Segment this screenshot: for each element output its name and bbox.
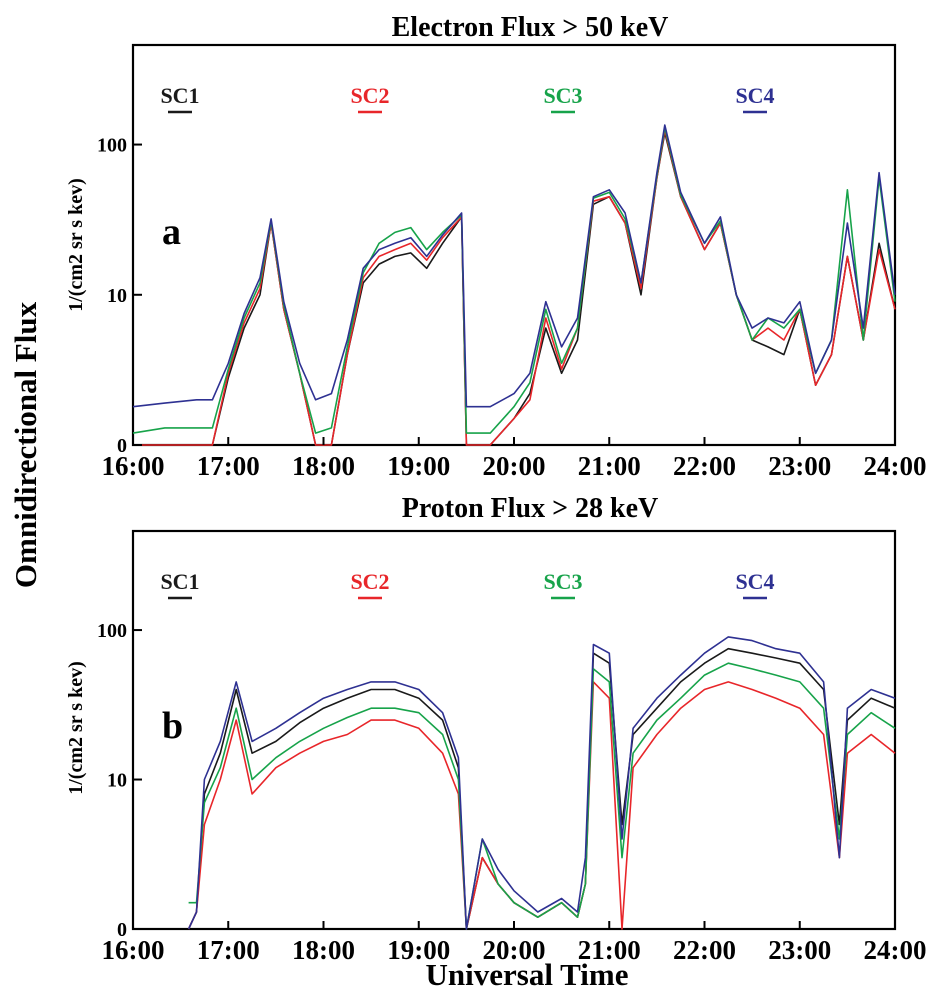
plot-lines: [132, 124, 896, 446]
legend-label-sc4: SC4: [735, 569, 774, 594]
x-tick-label: 19:00: [387, 451, 450, 481]
chart-title: Electron Flux > 50 keV: [392, 12, 669, 43]
x-tick-label: 19:00: [387, 935, 450, 965]
series-line-sc1: [187, 647, 896, 930]
x-tick-label: 20:00: [483, 451, 546, 481]
y-axis-label: 1/(cm2 sr s kev): [65, 178, 87, 312]
series-line-sc3: [188, 662, 896, 930]
panel-label: a: [162, 211, 181, 253]
x-tick-label: 17:00: [197, 451, 260, 481]
series-line-sc4: [132, 124, 896, 408]
y-tick-label: 10: [107, 770, 127, 792]
x-tick-label: 24:00: [864, 451, 927, 481]
chart-title: Proton Flux > 28 keV: [402, 493, 659, 524]
x-tick-label: 22:00: [673, 451, 736, 481]
y-tick-label: 0: [117, 435, 127, 457]
plot-frame: [131, 529, 897, 931]
legend-label-sc1: SC1: [160, 569, 199, 594]
electron-flux-panel: Electron Flux > 50 keV 1/(cm2 sr s kev) …: [65, 12, 927, 481]
legend-label-sc2: SC2: [350, 83, 389, 108]
x-tick-label: 16:00: [102, 451, 165, 481]
x-axis-ticks: 16:00 17:00 18:00 19:00 20:00 21:00 22:00 23:00…: [102, 437, 927, 481]
x-tick-label: 21:00: [578, 935, 641, 965]
y-axis-ticks: 0 10 100: [97, 135, 142, 457]
legend-label-sc3: SC3: [543, 569, 582, 594]
x-tick-label: 16:00: [102, 935, 165, 965]
x-tick-label: 17:00: [197, 935, 260, 965]
legend: SC1 SC2 SC3 SC4: [160, 569, 775, 600]
series-line-sc1: [133, 131, 896, 446]
plot-lines: [187, 636, 896, 930]
y-axis-label: 1/(cm2 sr s kev): [65, 661, 87, 795]
x-axis-label: Universal Time: [426, 957, 629, 992]
x-tick-label: 22:00: [673, 935, 736, 965]
x-tick-label: 24:00: [864, 935, 927, 965]
y-axis-ticks: 0 10 100: [97, 620, 142, 941]
panel-label: b: [162, 705, 183, 747]
x-tick-label: 18:00: [292, 935, 355, 965]
plot-frame: [131, 43, 897, 447]
y-tick-label: 10: [107, 285, 127, 307]
x-tick-label: 18:00: [292, 451, 355, 481]
x-tick-label: 21:00: [578, 451, 641, 481]
figure-ylabel: Omnidirectional Flux: [8, 301, 43, 588]
series-line-sc2: [187, 681, 896, 930]
proton-flux-panel: Proton Flux > 28 keV 1/(cm2 sr s kev) b …: [65, 493, 927, 992]
y-tick-label: 100: [97, 620, 127, 642]
y-tick-label: 100: [97, 135, 127, 157]
legend: SC1 SC2 SC3 SC4: [160, 83, 775, 114]
x-tick-label: 20:00: [483, 935, 546, 965]
legend-label-sc3: SC3: [543, 83, 582, 108]
x-tick-label: 23:00: [768, 451, 831, 481]
x-axis-ticks: 16:00 17:00 18:00 19:00 20:00 21:00 22:00 23:00…: [102, 921, 927, 965]
legend-label-sc4: SC4: [735, 83, 774, 108]
series-line-sc3: [132, 126, 896, 434]
x-tick-label: 23:00: [768, 935, 831, 965]
series-line-sc4: [187, 636, 896, 930]
legend-label-sc1: SC1: [160, 83, 199, 108]
series-line-sc2: [133, 129, 896, 446]
legend-label-sc2: SC2: [350, 569, 389, 594]
y-tick-label: 0: [117, 919, 127, 941]
